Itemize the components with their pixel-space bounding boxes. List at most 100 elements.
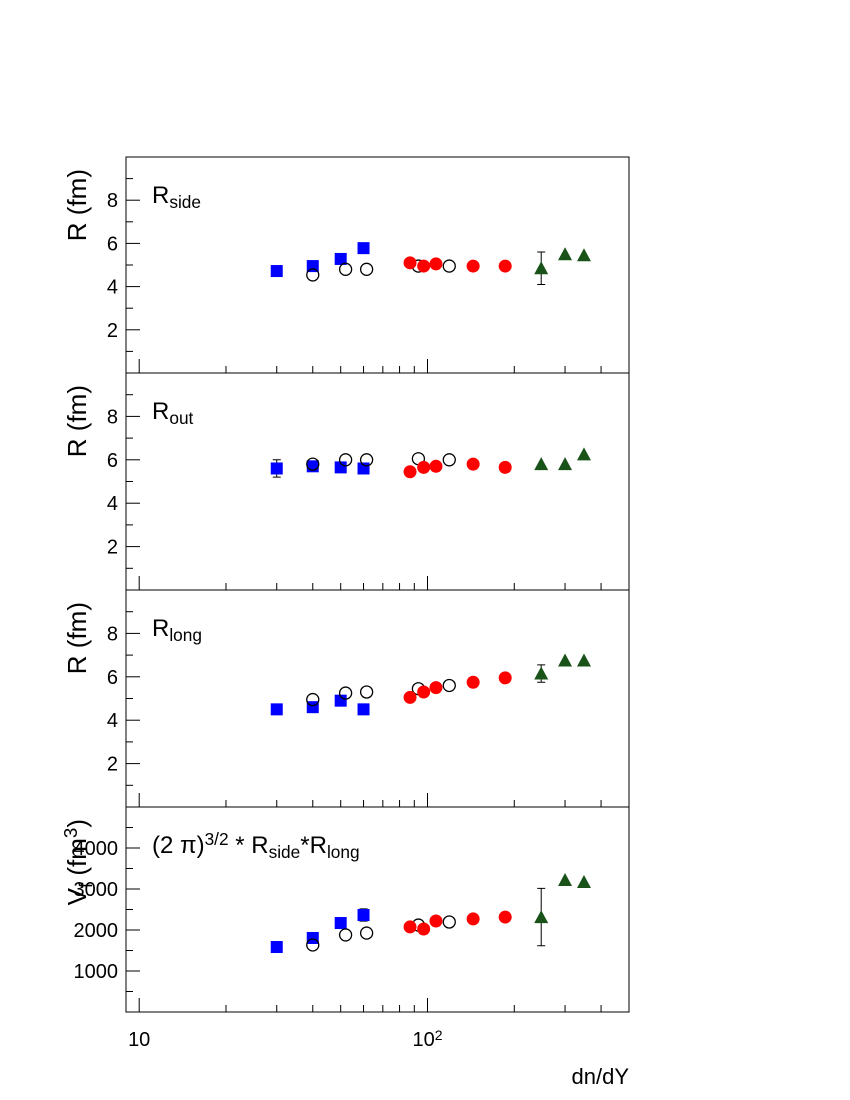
y-axis-title: R (fm) [62, 169, 92, 241]
square-marker [334, 252, 347, 265]
text-part: (fm [62, 838, 92, 883]
open-circle-marker [306, 938, 320, 952]
x-axis-title: dn/dY [572, 1064, 630, 1089]
open-circle-marker [338, 928, 353, 942]
open-circle-marker [338, 262, 353, 276]
open-circle-marker [359, 926, 374, 940]
triangle-marker [576, 447, 591, 461]
open-circle-marker [359, 262, 374, 276]
panel-annotation: Rside [152, 182, 201, 212]
circle-marker [466, 675, 480, 689]
circle-marker [498, 460, 512, 474]
plot-frame [125, 589, 630, 808]
square-marker [334, 694, 347, 707]
square-marker [270, 703, 283, 716]
text-part: *R [300, 832, 327, 859]
square-marker [357, 909, 370, 922]
open-circle-marker [442, 678, 456, 693]
open-circle-marker [338, 453, 353, 467]
tick-exponent: 2 [435, 1027, 443, 1043]
y-tick-label: 6 [107, 450, 118, 472]
triangle-marker [534, 457, 549, 471]
y-axis-title: R (fm) [62, 385, 92, 457]
text-part: R [152, 615, 169, 642]
panel-annotation: Rlong [152, 615, 202, 645]
triangle-marker [534, 666, 549, 680]
circle-marker [417, 460, 431, 474]
circle-marker [498, 259, 512, 273]
square-marker [357, 242, 370, 255]
open-circle-marker [442, 259, 456, 273]
text-part: 3/2 [205, 829, 229, 849]
text-part: R [152, 398, 169, 425]
triangle-marker [558, 653, 573, 667]
triangle-marker [534, 261, 549, 275]
text-part: R [152, 182, 169, 209]
circle-marker [403, 690, 417, 704]
triangle-marker [534, 910, 549, 924]
text-part: ) [62, 819, 92, 828]
text-part: f [75, 882, 96, 888]
circle-marker [403, 920, 417, 934]
y-tick-label: 8 [107, 190, 118, 212]
circle-marker [403, 256, 417, 270]
y-tick-label: 6 [107, 667, 118, 689]
y-tick-label: 8 [107, 623, 118, 645]
text-part: R (fm) [62, 385, 92, 457]
panel-annotation: (2 π)3/2 * Rside*Rlong [152, 829, 360, 862]
y-tick-label: 4 [107, 493, 118, 515]
triangle-marker [558, 247, 573, 261]
circle-marker [417, 685, 431, 699]
y-tick-label: 2 [107, 320, 118, 342]
plot-frame [125, 372, 630, 591]
y-axis-title: Vf (fm3) [60, 819, 95, 905]
y-axis-title: R (fm) [62, 602, 92, 674]
text-part: * R [229, 832, 269, 859]
square-marker [306, 931, 319, 944]
y-tick-label: 4 [107, 277, 118, 299]
square-marker [334, 917, 347, 930]
square-marker [270, 462, 283, 475]
x-tick-label: 10 [128, 1029, 150, 1051]
square-marker [270, 265, 283, 278]
triangle-marker [576, 653, 591, 667]
triangle-marker [576, 875, 591, 889]
y-tick-label: 6 [107, 233, 118, 255]
circle-marker [403, 465, 417, 479]
triangle-marker [558, 457, 573, 471]
circle-marker [466, 259, 480, 273]
text-part: side [169, 192, 201, 212]
y-tick-label: 4000 [74, 838, 119, 860]
circle-marker [466, 912, 480, 926]
y-tick-label: 2 [107, 754, 118, 776]
circle-marker [466, 457, 480, 471]
open-circle-marker [306, 268, 320, 282]
y-tick-label: 3000 [74, 879, 119, 901]
square-marker [334, 461, 347, 474]
circle-marker [429, 914, 443, 928]
tick-base: 10 [412, 1029, 434, 1051]
text-part: long [327, 842, 360, 862]
circle-marker [417, 259, 431, 273]
text-part: 3 [60, 828, 81, 838]
circle-marker [498, 910, 512, 924]
open-circle-marker [442, 915, 456, 929]
square-marker [270, 941, 283, 954]
open-circle-marker [442, 453, 456, 467]
y-tick-label: 2000 [74, 920, 119, 942]
open-circle-marker [359, 685, 374, 699]
open-circle-marker [359, 453, 374, 467]
open-circle-marker [306, 457, 320, 471]
plot-frame [125, 156, 630, 374]
text-part: R (fm) [62, 602, 92, 674]
x-tick-label: 102 [412, 1027, 442, 1051]
open-circle-marker [306, 692, 320, 707]
text-part: R (fm) [62, 169, 92, 241]
text-part: out [169, 408, 193, 428]
y-tick-label: 8 [107, 406, 118, 428]
triangle-marker [576, 248, 591, 262]
circle-marker [429, 681, 443, 695]
circle-marker [498, 671, 512, 685]
